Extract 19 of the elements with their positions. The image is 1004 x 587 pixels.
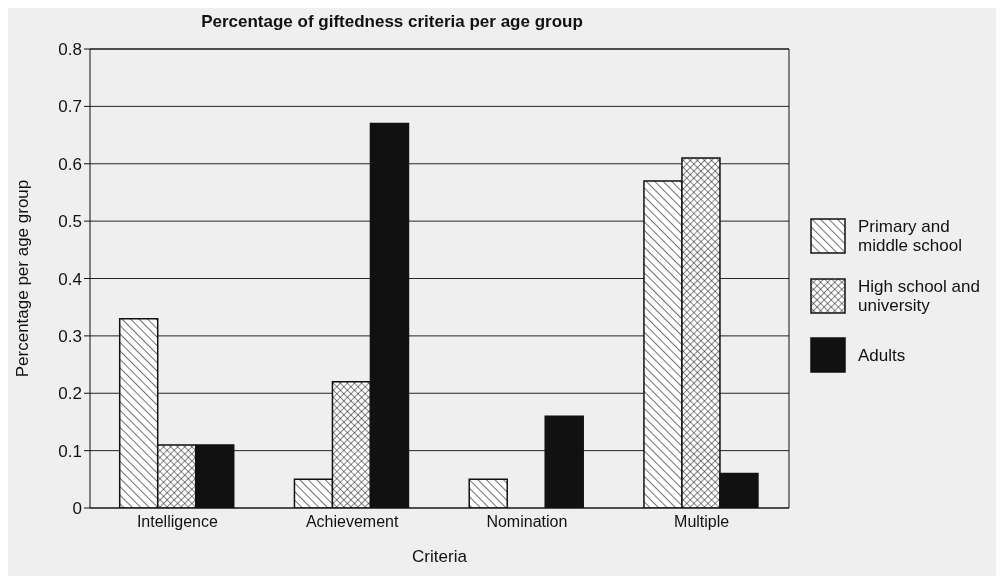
y-tick-label: 0.4 bbox=[58, 269, 82, 289]
legend-label: Primary and middle school bbox=[858, 217, 963, 255]
x-axis-title: Criteria bbox=[412, 547, 468, 566]
legend-label: Adults bbox=[858, 345, 907, 365]
x-tick-label: Achievement bbox=[305, 513, 399, 531]
y-tick-label: 0.8 bbox=[58, 40, 82, 60]
x-tick-label: Intelligence bbox=[136, 513, 218, 531]
y-tick-label: 0.7 bbox=[58, 97, 82, 117]
y-tick-label: 0.3 bbox=[58, 326, 82, 346]
y-tick-label: 0.2 bbox=[58, 384, 82, 404]
y-axis-title: Percentage per age group bbox=[13, 179, 33, 378]
y-tick-label: 0.5 bbox=[58, 212, 82, 232]
y-tick-label: 0 bbox=[72, 499, 82, 519]
chart-title: Percentage of giftedness criteria per age group bbox=[200, 11, 584, 33]
y-tick-label: 0.6 bbox=[58, 154, 82, 174]
legend-label: High school and university bbox=[858, 277, 981, 315]
x-tick-label: Nomination bbox=[486, 513, 568, 531]
x-tick-label: Multiple bbox=[674, 513, 730, 531]
y-tick-label: 0.1 bbox=[58, 441, 82, 461]
